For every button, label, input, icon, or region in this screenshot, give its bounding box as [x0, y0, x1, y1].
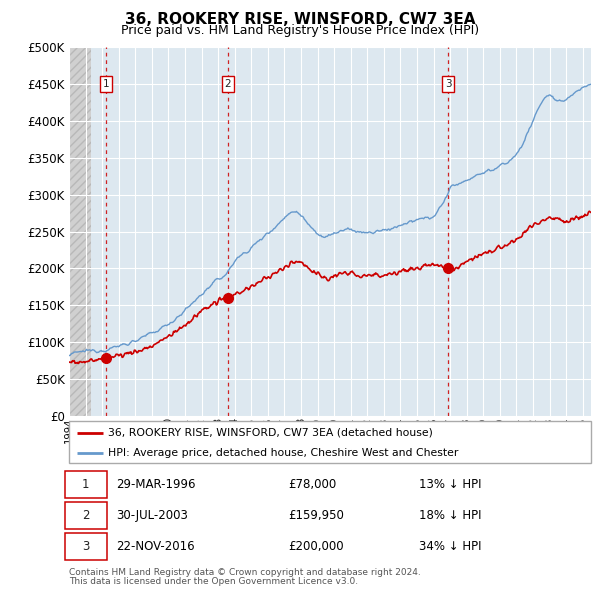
Text: Price paid vs. HM Land Registry's House Price Index (HPI): Price paid vs. HM Land Registry's House …	[121, 24, 479, 37]
FancyBboxPatch shape	[65, 533, 107, 559]
Text: 29-MAR-1996: 29-MAR-1996	[116, 478, 196, 491]
Text: 3: 3	[82, 540, 89, 553]
Text: 1: 1	[103, 79, 109, 89]
FancyBboxPatch shape	[65, 471, 107, 498]
Text: Contains HM Land Registry data © Crown copyright and database right 2024.: Contains HM Land Registry data © Crown c…	[69, 568, 421, 576]
Text: 1: 1	[82, 478, 89, 491]
Text: 2: 2	[82, 509, 89, 522]
Text: 30-JUL-2003: 30-JUL-2003	[116, 509, 188, 522]
Text: 34% ↓ HPI: 34% ↓ HPI	[419, 540, 481, 553]
Text: HPI: Average price, detached house, Cheshire West and Chester: HPI: Average price, detached house, Ches…	[108, 448, 458, 457]
Bar	[69, 47, 91, 416]
Text: £159,950: £159,950	[288, 509, 344, 522]
Text: £78,000: £78,000	[288, 478, 337, 491]
Text: £200,000: £200,000	[288, 540, 344, 553]
Text: 36, ROOKERY RISE, WINSFORD, CW7 3EA: 36, ROOKERY RISE, WINSFORD, CW7 3EA	[125, 12, 475, 27]
Text: 22-NOV-2016: 22-NOV-2016	[116, 540, 194, 553]
Text: This data is licensed under the Open Government Licence v3.0.: This data is licensed under the Open Gov…	[69, 577, 358, 586]
Text: 2: 2	[224, 79, 231, 89]
FancyBboxPatch shape	[65, 502, 107, 529]
Text: 13% ↓ HPI: 13% ↓ HPI	[419, 478, 481, 491]
Text: 3: 3	[445, 79, 452, 89]
Text: 36, ROOKERY RISE, WINSFORD, CW7 3EA (detached house): 36, ROOKERY RISE, WINSFORD, CW7 3EA (det…	[108, 428, 433, 438]
Text: 18% ↓ HPI: 18% ↓ HPI	[419, 509, 481, 522]
